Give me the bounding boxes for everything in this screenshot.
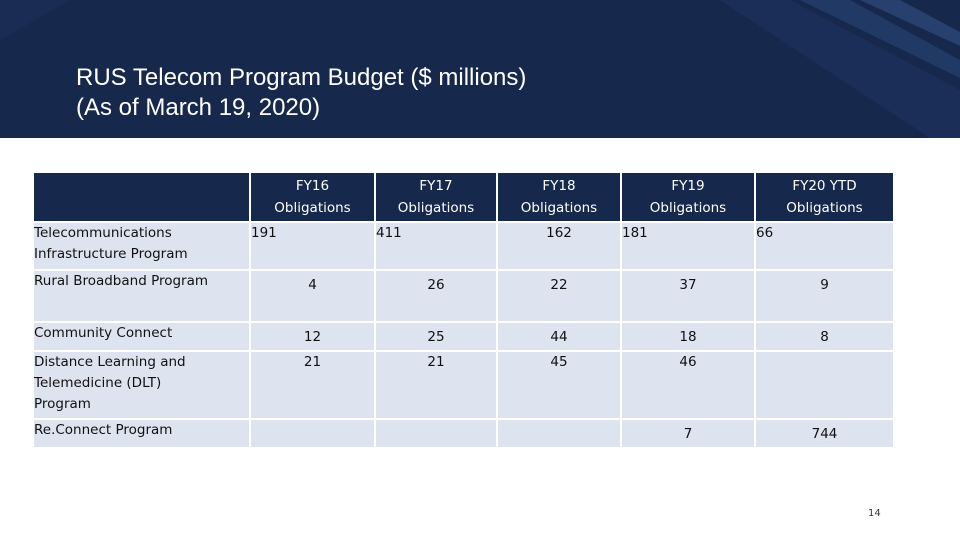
table-row: Distance Learning and Telemedicine (DLT)… — [34, 352, 893, 418]
row-label-line: Telecommunications — [34, 225, 172, 241]
title-line-2: (As of March 19, 2020) — [76, 94, 321, 121]
value-cell: 191 — [251, 223, 374, 269]
row-label: Distance Learning and Telemedicine (DLT)… — [34, 352, 249, 418]
slide-header: RUS Telecom Program Budget ($ millions) … — [0, 0, 960, 138]
value-cell: 44 — [498, 323, 620, 350]
header-fy17: FY17 Obligations — [376, 173, 496, 221]
header-fy19: FY19 Obligations — [622, 173, 754, 221]
header-line-2: Obligations — [786, 200, 863, 216]
header-line-2: Obligations — [274, 200, 351, 216]
value-cell: 411 — [376, 223, 496, 269]
table-row: Re.Connect Program 7 744 — [34, 420, 893, 447]
row-label: Telecommunications Infrastructure Progra… — [34, 223, 249, 269]
value-cell: 18 — [622, 323, 754, 350]
value-cell: 26 — [376, 271, 496, 321]
row-label-line: Program — [34, 396, 91, 412]
header-line-2: Obligations — [520, 200, 598, 216]
value-cell — [498, 420, 620, 447]
row-label: Rural Broadband Program — [34, 271, 249, 321]
header-fy18: FY18 Obligations — [498, 173, 620, 221]
table-header-row: FY16 Obligations FY17 Obligations FY18 O… — [34, 173, 893, 221]
value-cell: 9 — [756, 271, 893, 321]
header-line-1: FY18 — [542, 178, 576, 194]
header-line-1: FY20 YTD — [792, 178, 857, 194]
row-label-line: Infrastructure Program — [34, 246, 188, 262]
table-row: Telecommunications Infrastructure Progra… — [34, 223, 893, 269]
value-cell: 45 — [498, 352, 620, 418]
budget-table: FY16 Obligations FY17 Obligations FY18 O… — [32, 171, 895, 449]
header-line-2: Obligations — [649, 200, 727, 216]
value-cell: 25 — [376, 323, 496, 350]
page-number: 14 — [868, 508, 881, 519]
header-line-2: Obligations — [397, 200, 475, 216]
value-cell: 22 — [498, 271, 620, 321]
value-cell — [251, 420, 374, 447]
value-cell: 4 — [251, 271, 374, 321]
table-row: Community Connect 12 25 44 18 8 — [34, 323, 893, 350]
header-line-1: FY17 — [419, 178, 453, 194]
value-cell: 46 — [622, 352, 754, 418]
row-label: Re.Connect Program — [34, 420, 249, 447]
value-cell: 162 — [498, 223, 620, 269]
table-row: Rural Broadband Program 4 26 22 37 9 — [34, 271, 893, 321]
value-cell: 37 — [622, 271, 754, 321]
slide-title: RUS Telecom Program Budget ($ millions) … — [76, 63, 526, 123]
header-line-1: FY16 — [295, 178, 330, 194]
value-cell: 8 — [756, 323, 893, 350]
decorative-stripes — [0, 0, 960, 138]
value-cell — [756, 352, 893, 418]
header-fy16: FY16 Obligations — [251, 173, 374, 221]
header-line-1: FY19 — [671, 178, 705, 194]
header-fy20-ytd: FY20 YTD Obligations — [756, 173, 893, 221]
row-label: Community Connect — [34, 323, 249, 350]
value-cell — [376, 420, 496, 447]
value-cell: 181 — [622, 223, 754, 269]
title-line-1: RUS Telecom Program Budget ($ millions) — [76, 64, 527, 91]
value-cell: 7 — [622, 420, 754, 447]
value-cell: 744 — [756, 420, 893, 447]
header-blank-cell — [34, 173, 249, 221]
row-label-line: Distance Learning and — [34, 354, 186, 370]
value-cell: 21 — [251, 352, 374, 418]
value-cell: 66 — [756, 223, 893, 269]
value-cell: 21 — [376, 352, 496, 418]
value-cell: 12 — [251, 323, 374, 350]
row-label-line: Telemedicine (DLT) — [34, 375, 162, 391]
